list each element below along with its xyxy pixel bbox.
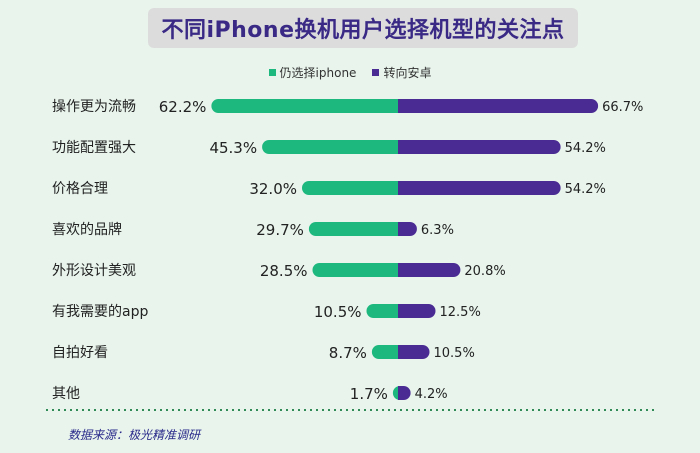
value-label-android: 20.8%: [464, 264, 505, 279]
value-label-android: 54.2%: [565, 182, 606, 197]
data-source: 数据来源：极光精准调研: [68, 428, 201, 442]
category-label: 喜欢的品牌: [52, 221, 122, 238]
chart-title: 不同iPhone换机用户选择机型的关注点: [161, 18, 565, 43]
legend-swatch-iphone: [268, 69, 276, 76]
category-label: 有我需要的app: [52, 304, 148, 320]
value-label-android: 66.7%: [602, 100, 643, 115]
value-label-iphone: 10.5%: [314, 303, 362, 321]
category-label: 功能配置强大: [52, 140, 136, 156]
bar-android: [398, 222, 417, 236]
bar-android: [398, 140, 561, 154]
bar-android: [398, 304, 436, 318]
value-label-iphone: 1.7%: [350, 385, 388, 403]
category-label: 外形设计美观: [52, 263, 136, 279]
legend-item-android: 转向安卓: [372, 64, 431, 81]
bar-iphone: [371, 345, 398, 359]
value-label-iphone: 45.3%: [209, 139, 257, 157]
value-label-android: 6.3%: [421, 223, 454, 238]
bar-android: [398, 345, 430, 359]
legend-swatch-android: [372, 69, 380, 76]
category-label: 自拍好看: [52, 345, 108, 361]
bar-android: [398, 386, 411, 400]
legend: 仍选择iphone 转向安卓: [0, 64, 700, 81]
value-label-android: 54.2%: [565, 141, 606, 156]
value-label-iphone: 29.7%: [256, 221, 304, 239]
value-label-iphone: 32.0%: [249, 180, 297, 198]
value-label-iphone: 8.7%: [329, 344, 367, 362]
value-label-android: 4.2%: [415, 387, 448, 402]
bar-iphone: [211, 99, 398, 113]
bar-android: [398, 99, 599, 113]
bar-iphone: [302, 181, 398, 195]
bar-android: [398, 181, 561, 195]
category-label: 价格合理: [52, 181, 108, 197]
value-label-iphone: 28.5%: [260, 262, 308, 280]
legend-label-iphone: 仍选择iphone: [279, 66, 357, 80]
bar-iphone: [312, 263, 398, 277]
value-label-android: 10.5%: [434, 346, 475, 361]
bar-iphone: [392, 386, 400, 400]
bar-iphone: [308, 222, 398, 236]
bar-iphone: [262, 140, 398, 154]
value-label-iphone: 62.2%: [159, 98, 207, 116]
category-label: 操作更为流畅: [52, 99, 136, 115]
chart-title-box: 不同iPhone换机用户选择机型的关注点: [148, 8, 578, 48]
bar-android: [398, 263, 461, 277]
value-label-android: 12.5%: [440, 305, 481, 320]
bar-iphone: [366, 304, 398, 318]
legend-item-iphone: 仍选择iphone: [268, 64, 357, 81]
category-label: 其他: [52, 386, 80, 402]
legend-label-android: 转向安卓: [383, 66, 432, 80]
